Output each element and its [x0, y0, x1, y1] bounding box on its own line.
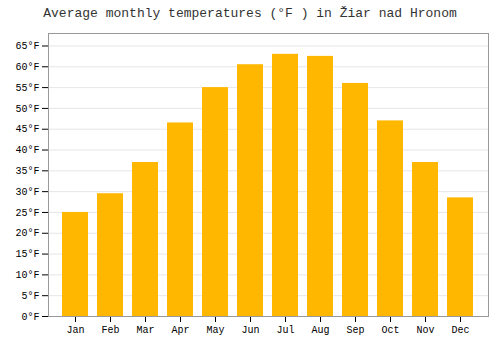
svg-text:Mar: Mar [136, 325, 154, 336]
svg-text:15°F: 15°F [15, 249, 39, 260]
svg-text:20°F: 20°F [15, 228, 39, 239]
svg-text:65°F: 65°F [15, 41, 39, 52]
svg-text:Nov: Nov [416, 325, 434, 336]
svg-text:40°F: 40°F [15, 145, 39, 156]
svg-text:Sep: Sep [346, 325, 364, 336]
svg-text:Jan: Jan [66, 325, 84, 336]
svg-text:45°F: 45°F [15, 124, 39, 135]
svg-text:Feb: Feb [101, 325, 119, 336]
svg-text:10°F: 10°F [15, 270, 39, 281]
svg-text:May: May [206, 325, 224, 336]
svg-text:25°F: 25°F [15, 208, 39, 219]
svg-text:50°F: 50°F [15, 104, 39, 115]
svg-text:60°F: 60°F [15, 62, 39, 73]
svg-text:Jun: Jun [241, 325, 259, 336]
svg-text:35°F: 35°F [15, 166, 39, 177]
svg-text:Apr: Apr [171, 325, 189, 336]
html-text:Average monthly temperatures (: Average monthly temperatures (°F ) in Ži… [43, 6, 457, 21]
svg-text:55°F: 55°F [15, 83, 39, 94]
svg-text:Dec: Dec [451, 325, 469, 336]
svg-text:0°F: 0°F [21, 312, 39, 323]
svg-text:Aug: Aug [311, 325, 329, 336]
svg-text:Oct: Oct [381, 325, 399, 336]
svg-text:5°F: 5°F [21, 291, 39, 302]
svg-text:30°F: 30°F [15, 187, 39, 198]
svg-text:Jul: Jul [276, 325, 294, 336]
